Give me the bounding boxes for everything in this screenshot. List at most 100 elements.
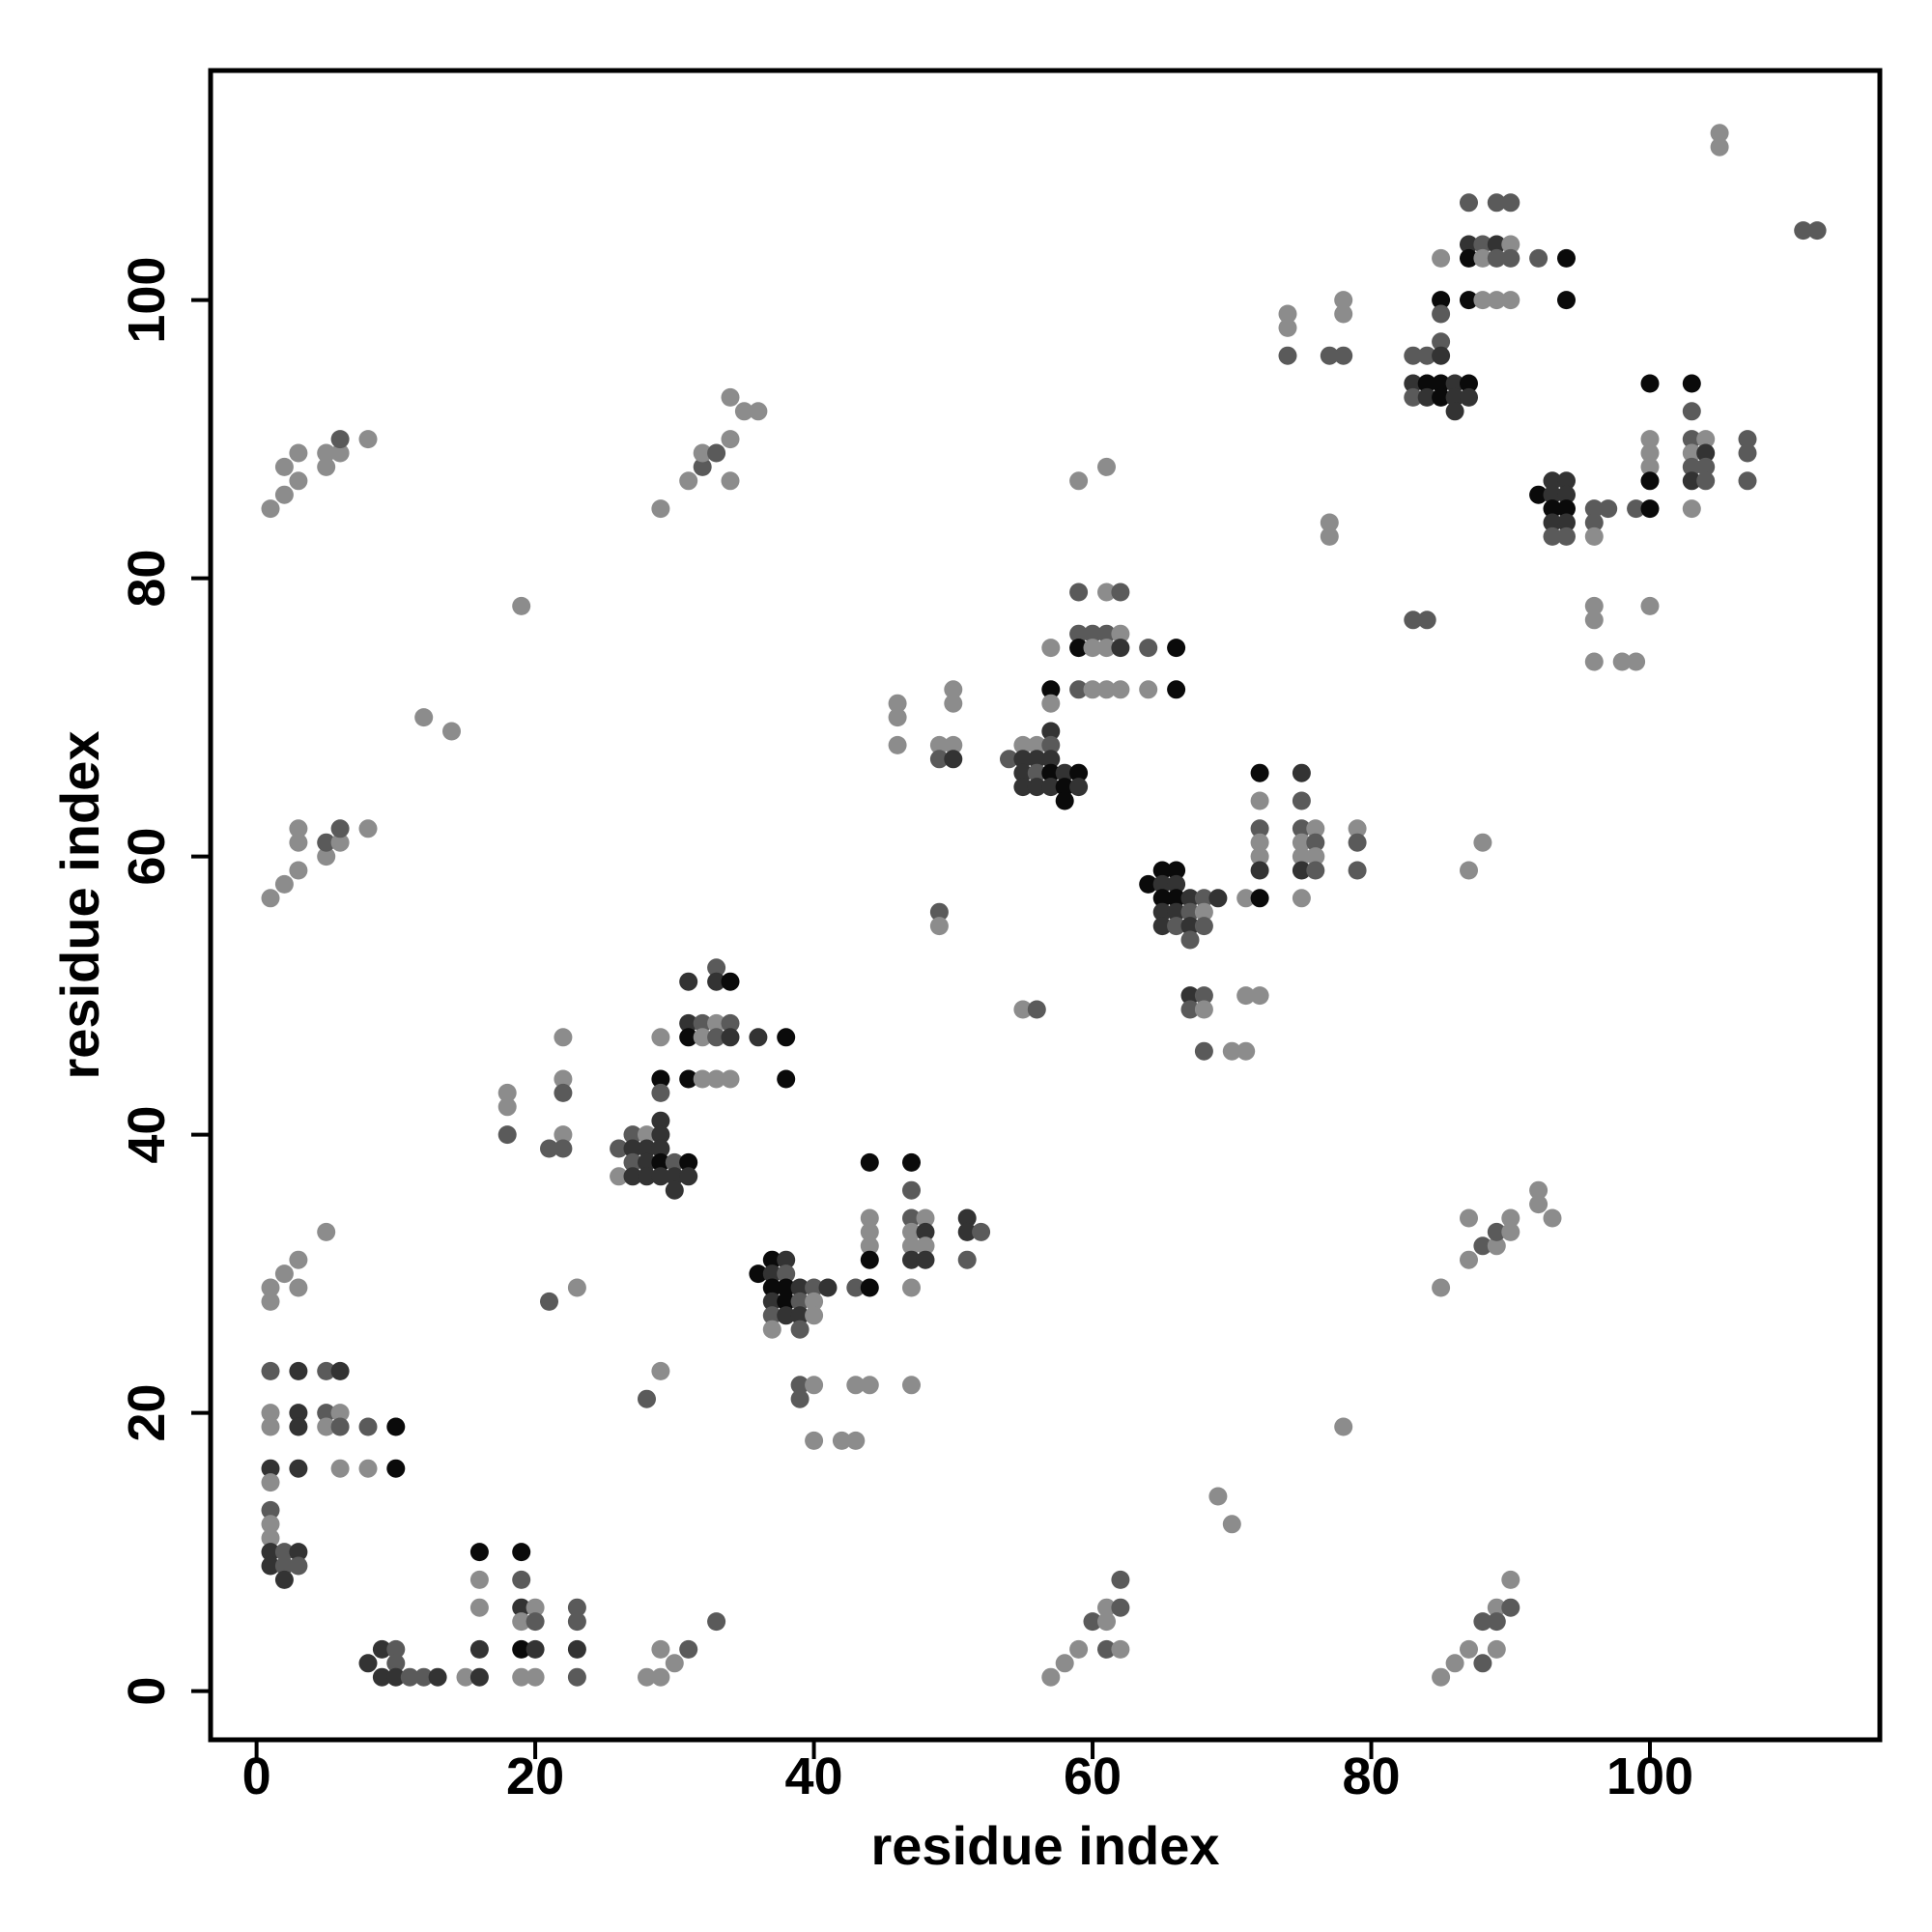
data-point [1473, 248, 1492, 268]
data-point [679, 1028, 698, 1047]
data-point [651, 1139, 670, 1158]
data-point [1000, 750, 1018, 769]
data-point [289, 1361, 308, 1380]
data-point [1097, 624, 1116, 643]
data-point [317, 1361, 336, 1380]
data-point [1557, 248, 1576, 268]
data-point [929, 750, 949, 769]
data-point [1557, 471, 1576, 491]
data-point [1640, 471, 1660, 491]
data-point [888, 735, 907, 754]
data-point [289, 1278, 308, 1297]
data-point [330, 819, 350, 838]
data-point [1557, 526, 1576, 546]
data-point [289, 1556, 308, 1576]
data-point [721, 1069, 740, 1089]
data-point [1501, 1598, 1520, 1617]
data-point [261, 1278, 280, 1297]
data-point [1682, 471, 1701, 491]
data-point [1250, 819, 1269, 838]
data-point [651, 1028, 670, 1047]
data-point [805, 1278, 824, 1297]
data-point [651, 1125, 670, 1145]
y-tick-label: 60 [118, 828, 176, 886]
data-point [1027, 735, 1046, 754]
data-point [1069, 639, 1089, 658]
data-point [916, 1222, 935, 1241]
data-point [679, 1152, 698, 1172]
data-point [1306, 833, 1325, 852]
data-point [1194, 889, 1213, 908]
data-point [1334, 1417, 1353, 1436]
data-point [1682, 443, 1701, 463]
data-point [693, 443, 712, 463]
data-point [1738, 430, 1757, 449]
data-point [1180, 1000, 1200, 1019]
data-point [1501, 1222, 1520, 1241]
data-point [554, 1028, 573, 1047]
data-point [1417, 374, 1436, 393]
data-point [762, 1250, 781, 1269]
data-point [567, 1598, 586, 1617]
data-point [358, 1459, 378, 1478]
data-point [638, 1125, 656, 1145]
data-point [1487, 1612, 1506, 1632]
data-point [1334, 304, 1353, 324]
data-point [1027, 1000, 1046, 1019]
data-point [1432, 374, 1451, 393]
data-point [1167, 902, 1186, 922]
data-point [1501, 235, 1520, 254]
data-point [1097, 639, 1116, 658]
data-point [1501, 248, 1520, 268]
data-point [317, 833, 336, 852]
data-point [317, 1417, 336, 1436]
data-point [1111, 624, 1130, 643]
data-point [777, 1264, 796, 1284]
data-point [330, 430, 350, 449]
data-point [888, 708, 907, 727]
data-point [832, 1431, 851, 1450]
data-point [1794, 221, 1813, 241]
data-point [1529, 485, 1548, 504]
data-point [1487, 248, 1506, 268]
data-point [526, 1612, 545, 1632]
data-point [1557, 513, 1576, 532]
data-point [651, 1667, 670, 1687]
data-point [944, 750, 963, 769]
data-point [1292, 791, 1311, 810]
data-point [1417, 611, 1436, 630]
data-point [1460, 235, 1478, 254]
data-point [1501, 1570, 1520, 1589]
data-point [734, 402, 753, 421]
data-point [651, 1639, 670, 1659]
y-tick-label: 20 [118, 1384, 176, 1442]
data-point [330, 1459, 350, 1478]
data-point [1682, 430, 1701, 449]
plot-frame [208, 68, 1883, 1743]
data-point [261, 1543, 280, 1562]
data-point [358, 430, 378, 449]
data-point [902, 1152, 921, 1172]
data-point [1348, 819, 1367, 838]
data-point [1250, 791, 1269, 810]
data-point [469, 1570, 489, 1589]
data-point [1236, 986, 1256, 1006]
data-point [777, 1028, 796, 1047]
data-point [1584, 513, 1604, 532]
data-point [777, 1250, 796, 1269]
data-point [1460, 1639, 1478, 1659]
data-point [1417, 387, 1436, 407]
data-point [762, 1292, 781, 1311]
data-point [1167, 874, 1186, 894]
data-point [317, 847, 336, 867]
data-point [929, 917, 949, 936]
data-point [317, 457, 336, 476]
data-point [1069, 778, 1089, 797]
data-point [1194, 902, 1213, 922]
data-point [665, 1167, 684, 1186]
data-point [1180, 902, 1200, 922]
data-point [1167, 680, 1186, 699]
data-point [261, 1292, 280, 1311]
data-point [1250, 763, 1269, 782]
